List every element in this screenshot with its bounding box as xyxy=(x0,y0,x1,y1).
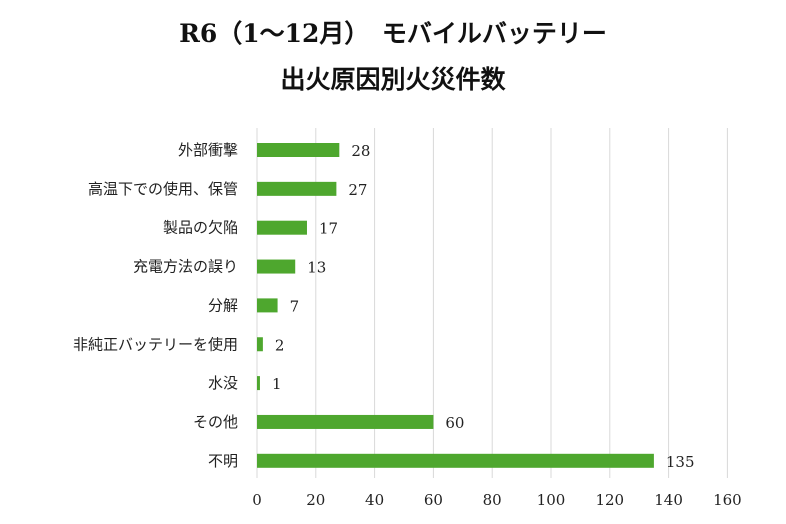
bar xyxy=(257,220,307,235)
x-tick-label: 120 xyxy=(595,491,624,509)
x-tick-label: 160 xyxy=(713,491,742,509)
x-tick-label: 100 xyxy=(537,491,566,509)
x-tick-label: 80 xyxy=(483,491,502,509)
data-labels: 28 27 17 13 7 2 1 60 135 xyxy=(272,142,695,471)
chart-subtitle: 出火原因別火災件数 xyxy=(280,65,506,94)
data-label: 1 xyxy=(272,375,282,393)
category-label: 分解 xyxy=(208,296,238,314)
category-label: 非純正バッテリーを使用 xyxy=(73,335,238,353)
bar xyxy=(257,453,654,468)
x-tick-label: 140 xyxy=(654,491,683,509)
category-label: その他 xyxy=(193,413,238,431)
category-label: 外部衝撃 xyxy=(178,141,238,159)
bar xyxy=(257,143,340,157)
bar xyxy=(257,259,296,274)
bars xyxy=(257,143,654,468)
data-label: 28 xyxy=(351,142,370,160)
data-label: 13 xyxy=(307,259,326,277)
x-tick-label: 60 xyxy=(424,491,443,509)
data-label: 7 xyxy=(290,297,300,315)
category-label: 充電方法の誤り xyxy=(133,258,238,276)
data-label: 27 xyxy=(348,181,367,199)
data-label: 17 xyxy=(319,220,338,238)
chart-title: R6（1～12月） モバイルバッテリー xyxy=(179,19,607,48)
bar xyxy=(257,181,337,196)
bar xyxy=(257,298,278,313)
category-label: 製品の欠陥 xyxy=(163,219,238,237)
bar xyxy=(257,376,260,391)
data-label: 60 xyxy=(445,414,464,432)
bar xyxy=(257,414,434,429)
bar xyxy=(257,337,263,352)
x-axis-ticks: 0 20 40 60 80 100 120 140 160 xyxy=(252,491,741,509)
category-labels: 外部衝撃高温下での使用、保管製品の欠陥充電方法の誤り分解非純正バッテリーを使用水… xyxy=(73,141,238,470)
category-label: 水没 xyxy=(208,374,238,392)
data-label: 135 xyxy=(666,453,695,471)
x-tick-label: 40 xyxy=(365,491,384,509)
data-label: 2 xyxy=(275,336,285,354)
x-tick-label: 0 xyxy=(252,491,262,509)
x-tick-label: 20 xyxy=(306,491,325,509)
category-label: 不明 xyxy=(208,452,238,470)
category-label: 高温下での使用、保管 xyxy=(88,180,238,198)
